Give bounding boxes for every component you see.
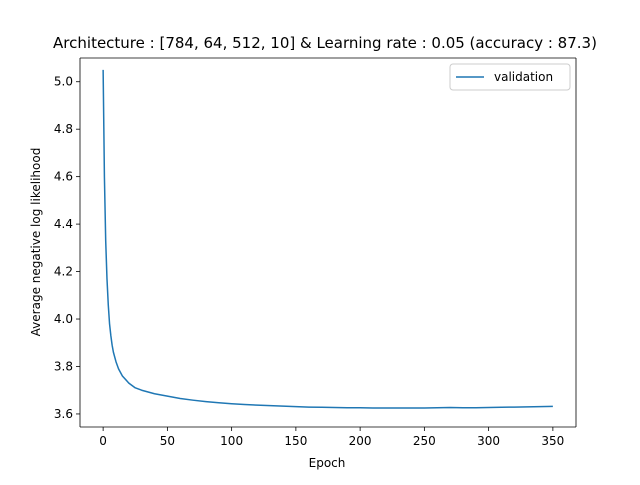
y-tick-label: 3.8 bbox=[54, 359, 73, 373]
y-tick-label: 4.8 bbox=[54, 122, 73, 136]
y-tick-label: 5.0 bbox=[54, 75, 73, 89]
x-axis-label: Epoch bbox=[309, 456, 346, 470]
x-tick-label: 250 bbox=[413, 434, 436, 448]
plot-background bbox=[80, 58, 576, 427]
x-tick-label: 200 bbox=[349, 434, 372, 448]
y-tick-label: 4.2 bbox=[54, 265, 73, 279]
y-tick-label: 4.4 bbox=[54, 217, 73, 231]
chart-title: Architecture : [784, 64, 512, 10] & Lear… bbox=[53, 34, 597, 52]
legend-box bbox=[449, 63, 571, 91]
x-tick-label: 150 bbox=[284, 434, 307, 448]
x-tick-label: 300 bbox=[477, 434, 500, 448]
y-axis-label: Average negative log likelihood bbox=[29, 148, 43, 337]
y-tick-label: 4.6 bbox=[54, 170, 73, 184]
series-layer bbox=[102, 69, 553, 409]
y-tick-label: 4.0 bbox=[54, 312, 73, 326]
plot-area bbox=[79, 57, 577, 428]
x-tick-label: 0 bbox=[99, 434, 107, 448]
y-axis: 3.6 3.8 4.0 4.2 4.4 4.6 4.8 5.0 bbox=[54, 75, 80, 421]
series-line-1 bbox=[102, 69, 553, 409]
y-tick-label: 3.6 bbox=[54, 407, 73, 421]
x-axis: 0 50 100 150 200 250 300 350 bbox=[99, 427, 564, 448]
x-tick-label: 100 bbox=[220, 434, 243, 448]
legend-label: validation bbox=[494, 70, 553, 84]
legend: validation bbox=[449, 63, 571, 91]
x-tick-label: 350 bbox=[541, 434, 564, 448]
x-tick-label: 50 bbox=[160, 434, 175, 448]
